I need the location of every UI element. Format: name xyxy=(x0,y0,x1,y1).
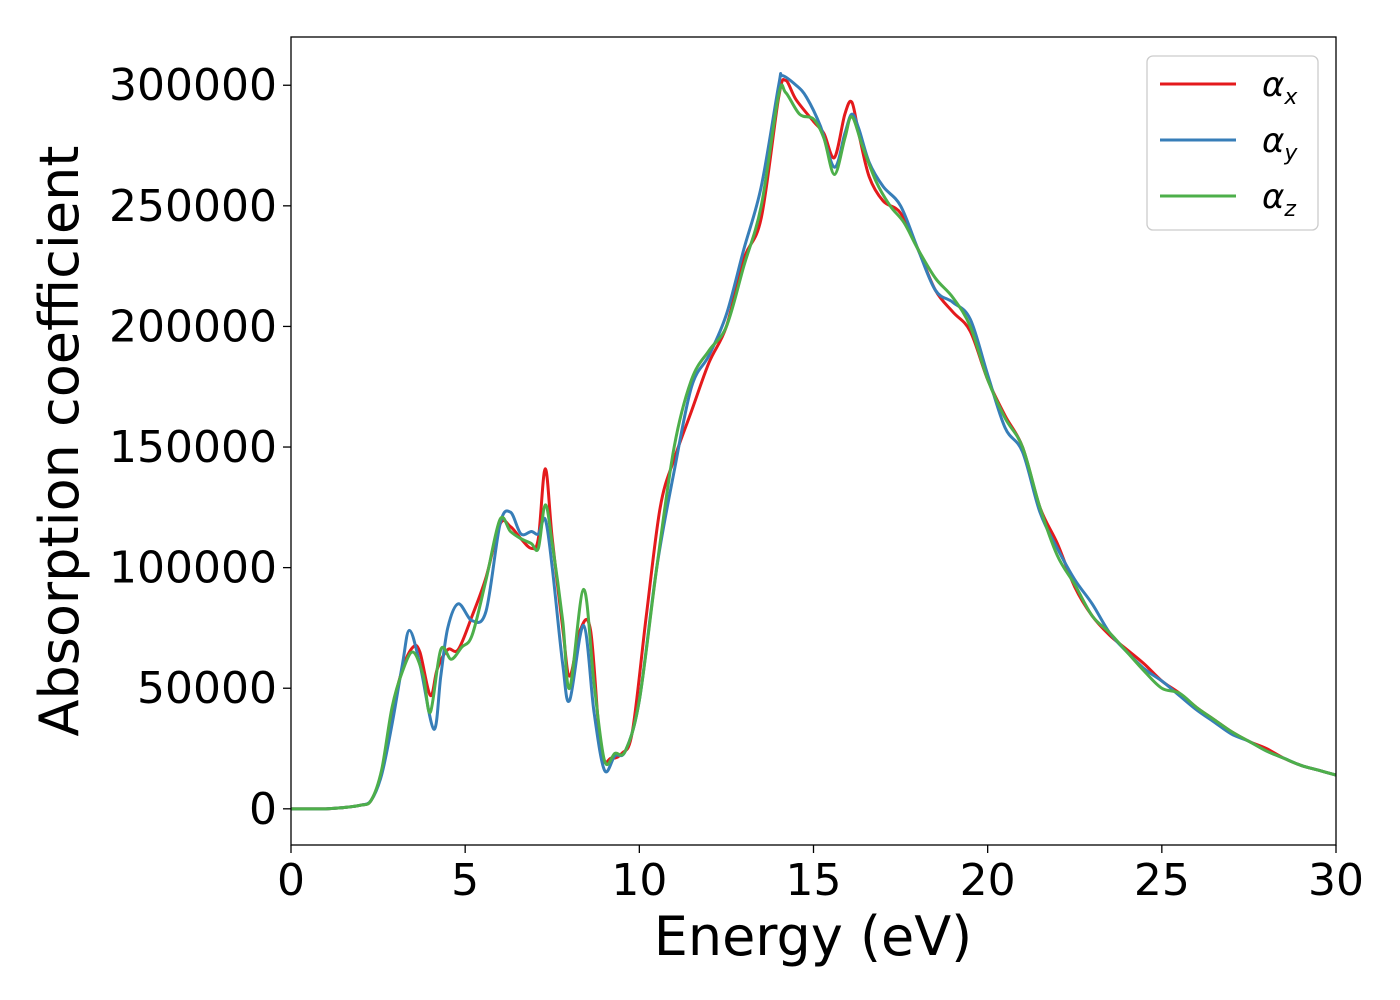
legend: αx αy αz xyxy=(1146,55,1319,231)
y-tick-label: 100000 xyxy=(109,543,277,594)
x-axis: 0 5 10 15 20 25 30 xyxy=(277,845,1364,906)
y-axis: 0 50000 100000 150000 200000 250000 300000 xyxy=(109,60,291,835)
x-axis-title: Energy (eV) xyxy=(654,905,973,968)
series-line-z xyxy=(291,83,1336,811)
y-tick-label: 50000 xyxy=(137,663,277,714)
legend-label-x: αx xyxy=(1262,65,1298,110)
x-tick-label: 15 xyxy=(786,855,842,906)
x-tick-label: 10 xyxy=(611,855,667,906)
legend-box xyxy=(1146,55,1319,231)
y-axis-title: Absorption coefficient xyxy=(28,146,91,737)
y-tick-label: 200000 xyxy=(109,301,277,352)
x-tick-label: 20 xyxy=(960,855,1016,906)
legend-label-z: αz xyxy=(1262,177,1296,222)
x-tick-label: 0 xyxy=(277,855,305,906)
x-tick-label: 25 xyxy=(1134,855,1190,906)
y-tick-label: 300000 xyxy=(109,60,277,111)
x-tick-label: 30 xyxy=(1308,855,1364,906)
legend-label-y: αy xyxy=(1262,121,1298,166)
y-tick-label: 250000 xyxy=(109,181,277,232)
series-layer xyxy=(291,71,1336,811)
y-tick-label: 0 xyxy=(249,784,277,835)
y-tick-label: 150000 xyxy=(109,422,277,473)
x-tick-label: 5 xyxy=(451,855,479,906)
